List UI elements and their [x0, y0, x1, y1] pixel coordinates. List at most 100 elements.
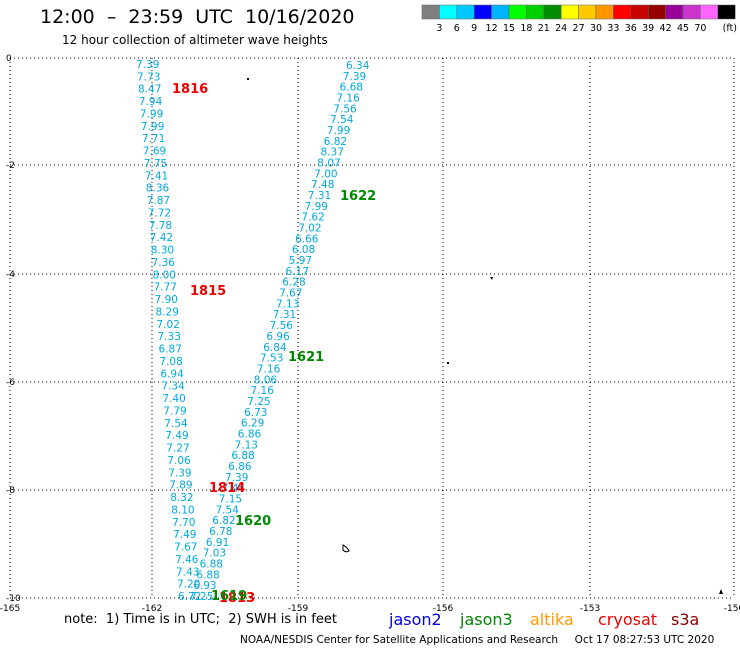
chart-title: 12:00 – 23:59 UTC 10/16/2020 — [40, 6, 355, 28]
x-tick-label: -159 — [288, 604, 309, 614]
island-mark — [247, 78, 249, 80]
colorbar-swatch — [508, 4, 527, 20]
wave-height-value: 7.16 — [251, 385, 275, 397]
colorbar-swatch — [613, 4, 632, 20]
wave-height-value: 6.68 — [340, 82, 363, 94]
wave-height-value: 7.00 — [314, 168, 337, 180]
colorbar-swatch — [456, 4, 475, 20]
time-label-1621: 1621 — [288, 350, 324, 365]
wave-height-value: 8.30 — [151, 245, 174, 257]
wave-height-value: 7.49 — [165, 430, 188, 442]
footnote: note: 1) Time is in UTC; 2) SWH is in fe… — [64, 612, 337, 627]
wave-height-value: 6.82 — [324, 136, 347, 148]
time-label-1814: 1814 — [209, 481, 245, 496]
time-label-1620: 1620 — [235, 514, 271, 529]
satellite-name-jason2: jason2 — [389, 610, 442, 629]
colorbar-tick-label: 18 — [520, 23, 532, 34]
wave-height-value: 8.36 — [146, 183, 170, 195]
wave-height-value: 7.54 — [216, 504, 240, 516]
wave-height-value: 7.87 — [147, 195, 170, 207]
axis-ticks: 0 -2 -4 -6 -8 -10-165 -162 -159 -156 -153 -150 — [0, 54, 740, 614]
colorbar-swatch — [526, 4, 545, 20]
wave-height-value: 7.39 — [168, 467, 191, 479]
wave-height-value: 7.44 — [222, 483, 246, 495]
x-tick-label: -165 — [0, 604, 20, 614]
colorbar-labels: 3 6 9 12 15 18 21 24 27 30 33 36 39 42 45 70 (ft) — [436, 23, 737, 34]
y-tick-label: -6 — [6, 378, 15, 388]
wave-height-value: 6.96 — [266, 331, 290, 343]
wave-height-value: 7.16 — [257, 363, 281, 375]
colorbar-swatch — [682, 4, 701, 20]
wave-height-value: 6.94 — [160, 368, 184, 380]
wave-height-value: 7.99 — [327, 125, 350, 137]
wave-height-value: 7.40 — [162, 393, 185, 405]
wave-height-value: 7.36 — [152, 257, 176, 269]
wave-height-value: 7.70 — [172, 517, 195, 529]
wave-height-value: 6.34 — [346, 60, 370, 72]
time-label-1816: 1816 — [172, 82, 208, 97]
colorbar-swatch — [473, 4, 492, 20]
wave-height-value: 6.73 — [244, 407, 267, 419]
colorbar-swatch — [560, 4, 579, 20]
wave-height-value: 8.29 — [156, 306, 179, 318]
time-label-1813: 1813 — [219, 591, 255, 606]
island-mark — [719, 589, 723, 594]
wave-height-value: 7.90 — [155, 294, 178, 306]
colorbar-unit: (ft) — [723, 23, 737, 34]
colorbar — [421, 4, 736, 20]
map-grid — [9, 57, 735, 599]
x-tick-label: -150 — [724, 604, 740, 614]
wave-height-value: 7.25 — [190, 591, 213, 603]
wave-height-value: 7.56 — [333, 103, 357, 115]
wave-height-value: 6.86 — [238, 428, 262, 440]
wave-height-value: 7.06 — [167, 455, 191, 467]
wave-height-value: 6.82 — [212, 515, 235, 527]
credit-line: NOAA/NESDIS Center for Satellite Applica… — [240, 634, 715, 646]
colorbar-tick-label: 15 — [503, 23, 515, 34]
wave-height-value: 7.78 — [149, 220, 172, 232]
satellite-name-jason3: jason3 — [460, 610, 513, 629]
wave-height-value: 6.08 — [292, 244, 315, 256]
wave-height-value: 7.42 — [150, 232, 173, 244]
chart-subtitle: 12 hour collection of altimeter wave hei… — [62, 33, 328, 47]
wave-height-value: 6.87 — [159, 344, 182, 356]
wave-height-value: 7.67 — [279, 288, 302, 300]
colorbar-tick-label: 27 — [573, 23, 585, 34]
colorbar-tick-label: 70 — [694, 23, 706, 34]
wave-height-value: 8.32 — [170, 492, 193, 504]
wave-height-value: 7.08 — [159, 356, 182, 368]
wave-height-value: 6.66 — [295, 233, 319, 245]
colorbar-tick-label: 12 — [486, 23, 498, 34]
wave-height-value: 7.72 — [148, 208, 171, 220]
wave-height-value: 7.77 — [154, 282, 177, 294]
satellite-name-altika: altika — [530, 610, 574, 629]
wave-height-value: 6.88 — [200, 559, 223, 571]
colorbar-swatch — [421, 4, 440, 20]
y-tick-label: -10 — [6, 594, 21, 604]
wave-height-value: 7.54 — [164, 418, 188, 430]
wave-height-value: 7.31 — [273, 309, 296, 321]
wave-height-value: 7.53 — [260, 353, 283, 365]
colorbar-swatch — [543, 4, 562, 20]
wave-height-value: 7.31 — [308, 190, 331, 202]
satellite-name-s3a: s3a — [671, 610, 700, 629]
wave-height-value: 7.69 — [143, 146, 166, 158]
wave-height-value: 7.39 — [225, 472, 248, 484]
island-mark — [342, 544, 350, 553]
wave-height-value: 6.78 — [209, 526, 232, 538]
wave-height-value: 7.39 — [136, 59, 159, 71]
colorbar-tick-label: 45 — [677, 23, 689, 34]
time-label-1622: 1622 — [340, 189, 376, 204]
wave-height-value: 7.71 — [142, 133, 165, 145]
wave-height-value: 6.93 — [193, 580, 216, 592]
colorbar-swatch — [717, 4, 736, 20]
wave-height-value: 8.10 — [171, 504, 194, 516]
wave-height-value: 7.39 — [343, 71, 366, 83]
island-marks — [247, 78, 723, 594]
wave-height-value: 8.07 — [317, 158, 340, 170]
wave-height-value: 8.00 — [153, 269, 176, 281]
wave-height-value: 6.84 — [263, 342, 287, 354]
wave-height-value: 8.37 — [321, 147, 344, 159]
x-tick-label: -162 — [142, 604, 162, 614]
